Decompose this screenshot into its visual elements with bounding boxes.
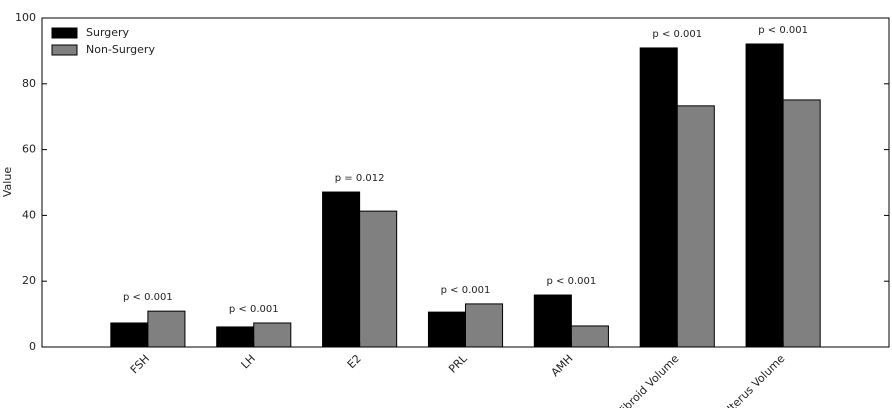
legend-swatch (51, 27, 78, 39)
annotation: p = 0.012 (335, 173, 385, 184)
x-tick-label: E2 (345, 352, 364, 371)
legend-label: Surgery (86, 26, 130, 39)
x-tick-label: Fibroid Volume (615, 352, 682, 408)
x-tick-label: LH (239, 352, 258, 371)
y-axis-label: Value (1, 167, 14, 197)
legend-label: Non-Surgery (86, 43, 155, 56)
y-tick-label: 100 (15, 11, 36, 24)
annotation: p < 0.001 (547, 276, 597, 287)
bar (427, 311, 467, 348)
y-tick-label: 60 (22, 143, 36, 156)
bar (110, 322, 149, 348)
bar (639, 47, 678, 348)
annotation: p < 0.001 (229, 304, 279, 315)
bar (465, 303, 504, 348)
bar (253, 322, 292, 348)
annotation: p < 0.001 (123, 292, 173, 303)
bar (782, 99, 821, 348)
x-tick-label: AMH (549, 352, 576, 379)
x-tick-label: PRL (446, 351, 470, 375)
bar (322, 191, 361, 348)
bar (676, 105, 715, 348)
legend-swatch (51, 44, 78, 56)
bar (147, 310, 186, 348)
x-tick-label: Uterus Volume (721, 352, 787, 408)
bar (533, 294, 572, 348)
annotation: p < 0.001 (758, 25, 808, 36)
annotation: p < 0.001 (441, 285, 491, 296)
plot-frame (41, 17, 890, 348)
annotation: p < 0.001 (652, 29, 702, 40)
bar (359, 210, 398, 348)
bar (745, 43, 784, 348)
y-tick-label: 0 (29, 340, 36, 353)
y-tick-label: 40 (22, 208, 36, 221)
bar (570, 325, 609, 348)
bar (216, 326, 255, 348)
y-tick-label: 20 (22, 274, 36, 287)
x-tick-label: FSH (128, 352, 152, 376)
y-tick-label: 80 (22, 77, 36, 90)
